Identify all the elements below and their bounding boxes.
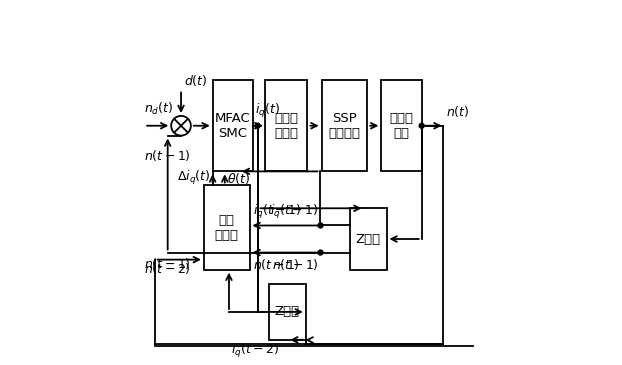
Text: 螺旋桨
负载: 螺旋桨 负载 — [389, 112, 414, 140]
Circle shape — [171, 116, 191, 135]
Text: $d(t)$: $d(t)$ — [184, 73, 207, 88]
Text: $n(t)$: $n(t)$ — [445, 104, 469, 119]
Text: $\Delta i_q(t)$: $\Delta i_q(t)$ — [177, 169, 211, 187]
Bar — [322, 80, 367, 172]
Bar — [269, 284, 306, 340]
Bar — [350, 208, 386, 270]
Circle shape — [255, 123, 260, 128]
Bar — [204, 185, 249, 270]
Text: $i_q(t-2)$: $i_q(t-2)$ — [231, 342, 279, 360]
Circle shape — [318, 250, 323, 255]
Circle shape — [419, 123, 424, 128]
Text: $n(t-1)$: $n(t-1)$ — [144, 148, 191, 163]
Text: $n(t-2)$: $n(t-2)$ — [144, 261, 191, 276]
Text: $n(t-1)$: $n(t-1)$ — [253, 257, 300, 272]
Bar — [266, 80, 307, 172]
Text: 伪偏
估计器: 伪偏 估计器 — [215, 214, 239, 242]
Bar — [213, 80, 253, 172]
Circle shape — [318, 223, 323, 228]
Bar — [381, 80, 422, 172]
Text: $i_q(t)$: $i_q(t)$ — [255, 103, 280, 120]
Text: $i_q(t-1)$: $i_q(t-1)$ — [271, 203, 318, 221]
Text: $i_q(t-1)$: $i_q(t-1)$ — [253, 203, 301, 221]
Text: 简化的
电流环: 简化的 电流环 — [274, 112, 299, 140]
Text: $n(t-1)$: $n(t-1)$ — [144, 256, 191, 271]
Text: Z变换: Z变换 — [356, 233, 381, 246]
Text: Z变换: Z变换 — [275, 306, 300, 318]
Text: $\theta(t)$: $\theta(t)$ — [226, 171, 250, 186]
Text: SSP
推进电机: SSP 推进电机 — [328, 112, 360, 140]
Text: $n(t-1)$: $n(t-1)$ — [272, 257, 318, 272]
Text: MFAC
SMC: MFAC SMC — [215, 112, 251, 140]
Text: $n_d(t)$: $n_d(t)$ — [144, 101, 174, 117]
